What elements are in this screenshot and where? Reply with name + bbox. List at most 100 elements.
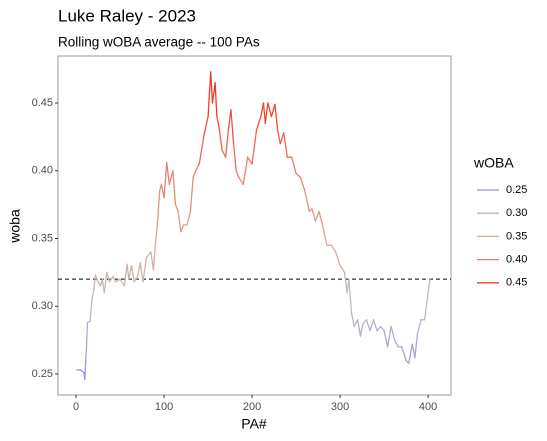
legend-label: 0.35 xyxy=(506,230,527,242)
line-segment xyxy=(247,156,253,165)
line-segment xyxy=(203,115,209,138)
line-segment xyxy=(106,271,111,283)
line-segment xyxy=(359,323,364,337)
line-segment xyxy=(91,290,95,301)
line-segment xyxy=(339,264,346,274)
x-tick-label: 200 xyxy=(243,401,261,413)
line-segment xyxy=(214,82,218,118)
line-segment xyxy=(299,176,306,192)
line-segment xyxy=(264,102,269,124)
line-segment xyxy=(416,319,422,335)
line-segment xyxy=(139,262,144,283)
line-segment xyxy=(283,132,288,158)
line-segment xyxy=(394,339,399,348)
line-segment xyxy=(142,256,148,283)
line-segment xyxy=(137,262,141,278)
legend-label: 0.25 xyxy=(506,184,527,196)
line-segment xyxy=(225,129,229,158)
line-segment xyxy=(218,129,223,152)
line-segment xyxy=(270,103,276,118)
line-segment xyxy=(348,278,353,314)
line-segment xyxy=(157,190,161,219)
line-segment xyxy=(186,210,192,226)
line-segment xyxy=(174,203,179,213)
line-segment xyxy=(335,251,341,267)
line-segment xyxy=(353,319,359,328)
line-segment xyxy=(230,109,235,145)
line-segment xyxy=(79,369,85,374)
y-tick-label: 0.25 xyxy=(32,368,53,380)
line-segment xyxy=(321,224,328,246)
line-segment xyxy=(123,263,128,287)
line-segment xyxy=(85,343,88,362)
line-segment xyxy=(383,329,389,348)
line-segment xyxy=(379,325,385,332)
line-segment xyxy=(318,210,324,226)
line-segment xyxy=(115,278,121,283)
line-segment xyxy=(210,71,214,104)
line-segment xyxy=(152,244,156,271)
line-segment xyxy=(235,170,240,179)
line-segment xyxy=(343,271,348,294)
line-segment xyxy=(279,132,285,145)
line-segment xyxy=(150,251,155,271)
x-axis-label: PA# xyxy=(241,416,267,432)
line-segment xyxy=(238,176,244,185)
line-segment xyxy=(92,274,97,292)
line-segment xyxy=(362,319,368,325)
line-segment xyxy=(291,156,297,175)
line-segment xyxy=(227,109,232,131)
line-segment xyxy=(192,170,197,179)
line-segment xyxy=(221,149,227,158)
line-segment xyxy=(242,156,249,185)
line-segment xyxy=(198,136,205,165)
y-tick-label: 0.40 xyxy=(32,165,53,177)
line-segment xyxy=(311,208,317,222)
line-segment xyxy=(232,143,237,172)
y-tick-label: 0.30 xyxy=(32,300,53,312)
line-segment xyxy=(251,129,258,165)
chart-title: Luke Raley - 2023 xyxy=(58,6,196,25)
line-segment xyxy=(133,275,139,283)
line-segment xyxy=(274,103,279,131)
y-axis-label: woba xyxy=(7,209,23,244)
line-segment xyxy=(423,298,428,321)
legend-label: 0.30 xyxy=(506,207,527,219)
legend-title: wOBA xyxy=(473,155,514,171)
line-segment xyxy=(89,298,93,322)
line-segment xyxy=(255,115,262,131)
line-segment xyxy=(163,161,168,199)
line-segment xyxy=(207,71,212,118)
line-segment xyxy=(372,319,378,332)
line-segment xyxy=(295,172,302,179)
line-segment xyxy=(195,163,200,172)
line-segment xyxy=(350,312,355,328)
x-tick-label: 300 xyxy=(331,401,349,413)
line-segment xyxy=(314,210,320,222)
line-segment xyxy=(216,115,221,131)
line-segment xyxy=(112,275,117,283)
line-segment xyxy=(145,251,152,259)
chart-subtitle: Rolling wOBA average -- 100 PAs xyxy=(58,35,260,50)
line-segment xyxy=(166,161,170,185)
line-segment xyxy=(85,321,89,345)
line-segment xyxy=(180,224,185,233)
line-segment xyxy=(428,278,431,287)
line-segment xyxy=(376,325,382,332)
line-segment xyxy=(168,170,174,185)
x-tick-label: 100 xyxy=(155,401,173,413)
legend-label: 0.40 xyxy=(506,254,527,266)
line-segment xyxy=(276,129,281,145)
line-segment xyxy=(411,343,416,359)
y-tick-label: 0.45 xyxy=(32,97,53,109)
line-segment xyxy=(154,217,159,246)
line-segment xyxy=(386,325,392,348)
line-segment xyxy=(390,325,396,341)
x-tick-label: 0 xyxy=(73,401,79,413)
line-segment xyxy=(357,319,361,337)
line-segment xyxy=(94,274,99,283)
line-segment xyxy=(130,264,135,283)
line-segment xyxy=(369,319,375,332)
line-segment xyxy=(426,285,430,301)
